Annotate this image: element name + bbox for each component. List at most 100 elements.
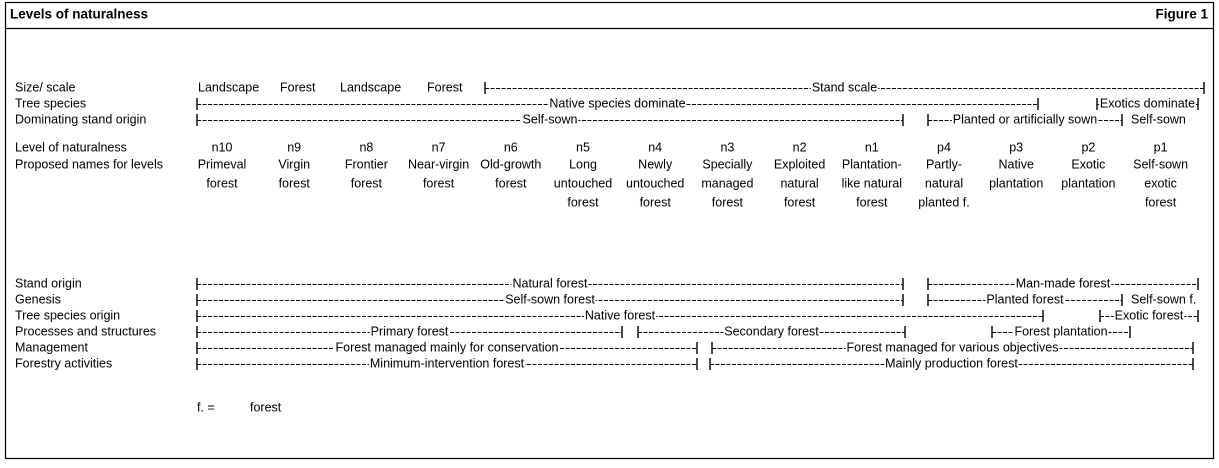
bar-label: Secondary forest: [724, 324, 819, 338]
bar-label: Forest managed for various objectives: [847, 340, 1059, 354]
bar-label-bg: [521, 113, 579, 127]
row-label: Tree species: [15, 96, 86, 110]
bar-label: Mainly production forest: [885, 356, 1018, 370]
range-bar: Minimum-intervention forest: [196, 356, 698, 371]
level-name: Exotic: [1071, 157, 1105, 171]
bar-label-bg: [810, 81, 879, 95]
bar-label-bg: [583, 309, 657, 323]
level-name: planted f.: [918, 195, 969, 209]
level-code: n3: [720, 140, 734, 154]
bar-label: Native species dominate: [549, 96, 685, 110]
range-bar: Forest managed mainly for conservation: [196, 340, 698, 355]
range-bar: Planted or artificially sown: [927, 112, 1123, 127]
bar-label: Man-made forest: [1016, 276, 1111, 290]
range-bar: Forest plantation: [991, 324, 1131, 339]
bar-label-bg: [504, 293, 596, 307]
range-bar: Exotic forest: [1099, 308, 1199, 323]
range-bar: Man-made forest: [927, 276, 1199, 291]
level-name: forest: [279, 176, 311, 190]
level-name: managed: [701, 176, 753, 190]
level-name: Plantation-: [842, 157, 902, 171]
bar-label: Exotic forest: [1115, 308, 1184, 322]
bar-label-bg: [1014, 277, 1112, 291]
level-code: n7: [432, 140, 446, 154]
bar-label: Native forest: [585, 308, 656, 322]
range-bar: Natural forest: [196, 276, 904, 291]
bar-label-bg: [369, 325, 450, 339]
level-code: n2: [793, 140, 807, 154]
row-label: Tree species origin: [15, 308, 120, 322]
row-label: Forestry activities: [15, 356, 112, 370]
figure-label: Figure 1: [1155, 7, 1208, 22]
level-code: n6: [504, 140, 518, 154]
bar-label: Natural forest: [512, 276, 588, 290]
level-code: n5: [576, 140, 590, 154]
bar-label: Self-sown: [523, 112, 578, 126]
bar-label-bg: [1098, 97, 1197, 111]
level-name: Native: [998, 157, 1033, 171]
bar-label: Planted or artificially sown: [953, 112, 1098, 126]
row-label: Stand origin: [15, 276, 82, 290]
bar-label: Stand scale: [812, 80, 877, 94]
level-name: untouched: [626, 176, 684, 190]
level-code: n4: [648, 140, 662, 154]
bar-label: Minimum-intervention forest: [370, 356, 525, 370]
level-name: untouched: [554, 176, 612, 190]
footnote-meaning: forest: [250, 400, 282, 414]
bar-label-bg: [334, 341, 560, 355]
bar-label: Forest plantation: [1014, 324, 1107, 338]
level-name: Newly: [638, 157, 673, 171]
level-name: forest: [423, 176, 455, 190]
level-name: forest: [351, 176, 383, 190]
level-name: forest: [712, 195, 744, 209]
level-code: n9: [287, 140, 301, 154]
level-name: plantation: [989, 176, 1043, 190]
row-label: Level of naturalness: [15, 140, 127, 154]
level-code: n1: [865, 140, 879, 154]
level-name: Old-growth: [480, 157, 541, 171]
level-name: natural: [780, 176, 818, 190]
level-code: p1: [1154, 140, 1168, 154]
bar-label: Planted forest: [986, 292, 1064, 306]
level-name: Frontier: [345, 157, 388, 171]
row-label: Dominating stand origin: [15, 112, 146, 126]
row-label: Processes and structures: [15, 324, 156, 338]
row-word: Landscape: [340, 80, 401, 94]
level-name: like natural: [842, 176, 902, 190]
level-name: Specially: [702, 157, 753, 171]
bar-label: Exotics dominate: [1100, 96, 1195, 110]
range-bar: Exotics dominate: [1096, 96, 1199, 111]
row-label: Size/ scale: [15, 80, 75, 94]
bar-label: Forest managed mainly for conservation: [335, 340, 558, 354]
bar-label-bg: [951, 113, 1099, 127]
row-word: Forest: [427, 80, 463, 94]
range-bar: Self-sown: [196, 112, 904, 127]
level-code: n10: [212, 140, 233, 154]
bar-label-bg: [548, 97, 687, 111]
bar-label-bg: [511, 277, 589, 291]
level-name: Self-sown: [1133, 157, 1188, 171]
level-name: Exploited: [774, 157, 825, 171]
range-bar: Forest managed for various objectives: [711, 340, 1194, 355]
bar-label-bg: [845, 341, 1060, 355]
bar-label-bg: [723, 325, 820, 339]
level-code: n8: [359, 140, 373, 154]
level-name: forest: [567, 195, 599, 209]
bar-label: Self-sown forest: [505, 292, 595, 306]
title: Levels of naturalness: [10, 7, 148, 22]
level-name: natural: [925, 176, 963, 190]
level-name: forest: [206, 176, 238, 190]
row-word: Landscape: [198, 80, 259, 94]
row-word: Self-sown f.: [1131, 292, 1196, 306]
row-word: Self-sown: [1131, 112, 1186, 126]
level-name: forest: [1145, 195, 1177, 209]
bar-label-bg: [1013, 325, 1109, 339]
level-name: Primeval: [198, 157, 247, 171]
bar-label-bg: [1113, 309, 1185, 323]
range-bar: Stand scale: [484, 80, 1205, 95]
range-bar: Self-sown forest: [196, 292, 904, 307]
level-name: Partly-: [926, 157, 962, 171]
row-word: Forest: [280, 80, 316, 94]
